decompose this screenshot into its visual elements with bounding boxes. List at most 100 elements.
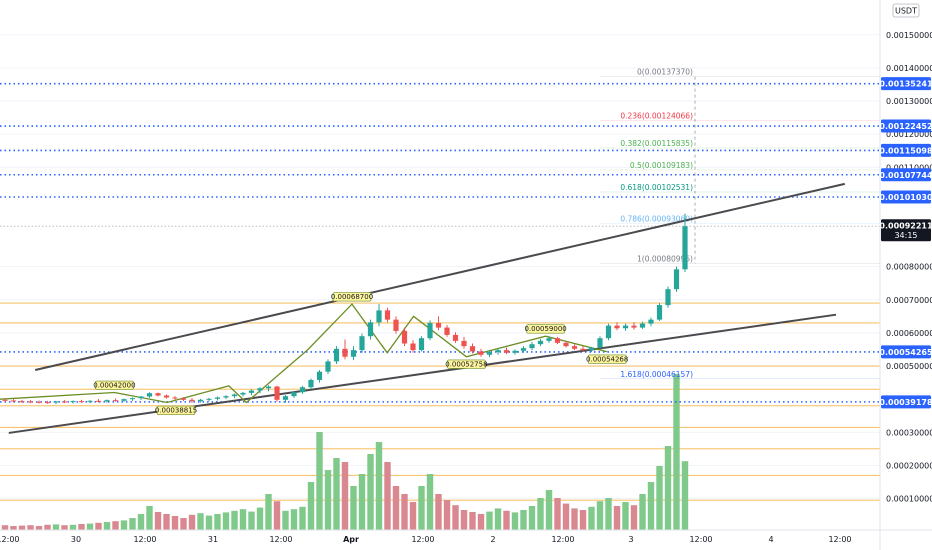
- candle-body: [452, 334, 459, 341]
- candle: [486, 350, 493, 358]
- pivot-note-box: [156, 405, 196, 415]
- candle: [2, 398, 8, 402]
- candle-body: [291, 392, 297, 397]
- candle: [512, 349, 518, 355]
- volume-bar: [333, 458, 340, 530]
- level-price-tag: [881, 143, 931, 157]
- candle-body: [605, 325, 612, 339]
- candle-body: [240, 392, 246, 395]
- candle: [138, 395, 144, 400]
- volume-bar: [435, 494, 442, 530]
- fib-level-label: 1.618(0.00046157): [620, 370, 693, 379]
- volume-bar: [392, 486, 400, 530]
- volume-bar: [401, 494, 408, 530]
- candle-body: [180, 398, 187, 400]
- volume-bar: [367, 454, 374, 530]
- volume-bar: [163, 514, 170, 530]
- price-axis[interactable]: 0.00150000 0.00140000 0.00130000 0.00120000…: [886, 31, 932, 504]
- fib-level-label: 0.5(0.00109183): [630, 161, 693, 170]
- volume-bar: [282, 510, 289, 530]
- candle-body: [104, 400, 110, 402]
- candle: [537, 338, 544, 347]
- time-axis-tick-label: 12:00: [411, 535, 434, 544]
- candle-body: [682, 226, 688, 270]
- currency-badge[interactable]: USDT: [892, 3, 920, 18]
- candle: [27, 400, 34, 404]
- candle-body: [36, 401, 42, 403]
- candle: [129, 397, 136, 401]
- candle: [197, 398, 204, 403]
- volume-bar: [528, 506, 536, 530]
- candle: [444, 324, 450, 337]
- candle-body: [469, 346, 476, 352]
- fib-level-label: 0.618(0.00102531): [620, 183, 693, 192]
- candle: [61, 400, 68, 404]
- candle: [155, 392, 161, 397]
- candle: [350, 346, 357, 361]
- time-axis[interactable]: 12:00 30 12:00 31 12:00 Apr 12:00 2 12:00 3 12:00 4…: [0, 535, 852, 544]
- candle-body: [61, 401, 68, 403]
- level-price-tag-label: 0.00101030: [879, 193, 932, 202]
- candle: [410, 340, 416, 353]
- volume-bar: [588, 506, 595, 530]
- candle-body: [257, 388, 263, 391]
- currency-label: USDT: [895, 7, 917, 16]
- candle-body: [631, 325, 637, 328]
- pivot-note-label: 0.00068700: [331, 293, 373, 301]
- level-price-tag-label: 0.00107744: [879, 171, 932, 180]
- candle: [639, 321, 646, 329]
- candle: [452, 332, 459, 343]
- candle: [44, 400, 51, 404]
- candle: [121, 398, 127, 402]
- level-price-tag: [881, 345, 931, 359]
- pivot-note-box: [95, 380, 134, 390]
- candle-body: [486, 352, 493, 355]
- candle: [325, 359, 331, 374]
- volume-bar: [112, 521, 119, 530]
- candle-body: [316, 371, 323, 380]
- level-price-tag: [881, 168, 931, 182]
- pivot-note-box: [587, 354, 627, 364]
- candle: [367, 319, 374, 340]
- volume-bar: [571, 508, 578, 530]
- candle-body: [376, 310, 382, 323]
- candle-body: [231, 394, 238, 397]
- time-axis-tick-label: 31: [208, 535, 218, 544]
- channel-lower-line: [8, 313, 837, 434]
- level-price-tag-label: 0.00054265: [879, 348, 932, 357]
- candle-body: [333, 348, 340, 362]
- price-axis-tick-label: 0.00120000: [886, 130, 932, 139]
- candle: [563, 340, 569, 348]
- fib-level-label: 1(0.00080996): [637, 254, 693, 263]
- volume-bar: [630, 505, 638, 530]
- volume-bar: [205, 515, 213, 530]
- candle: [112, 398, 119, 402]
- candle: [631, 322, 637, 330]
- candle-body: [78, 401, 85, 403]
- level-price-tag: [881, 395, 931, 409]
- candle-body: [554, 338, 561, 343]
- candle-body: [580, 348, 586, 351]
- candle-body: [427, 322, 433, 339]
- candle: [172, 396, 178, 400]
- candle-body: [19, 401, 25, 403]
- volume-bar: [613, 506, 621, 530]
- volume-bar: [214, 514, 221, 530]
- volume-bar: [137, 514, 145, 530]
- candle: [189, 398, 195, 403]
- candle-body: [435, 322, 442, 328]
- volume-bar: [95, 522, 102, 530]
- candle-body: [146, 393, 153, 397]
- candle: [427, 320, 433, 341]
- volume-bar: [273, 501, 281, 530]
- time-axis-tick-label: 12:00: [828, 535, 851, 544]
- volume-bar: [384, 462, 391, 530]
- candle: [333, 346, 340, 365]
- price-axis-tick-label: 0.00070000: [886, 296, 932, 305]
- volume-bars: [1, 374, 689, 530]
- candle: [265, 385, 272, 392]
- volume-bar: [460, 510, 468, 530]
- volume-bar: [324, 470, 332, 530]
